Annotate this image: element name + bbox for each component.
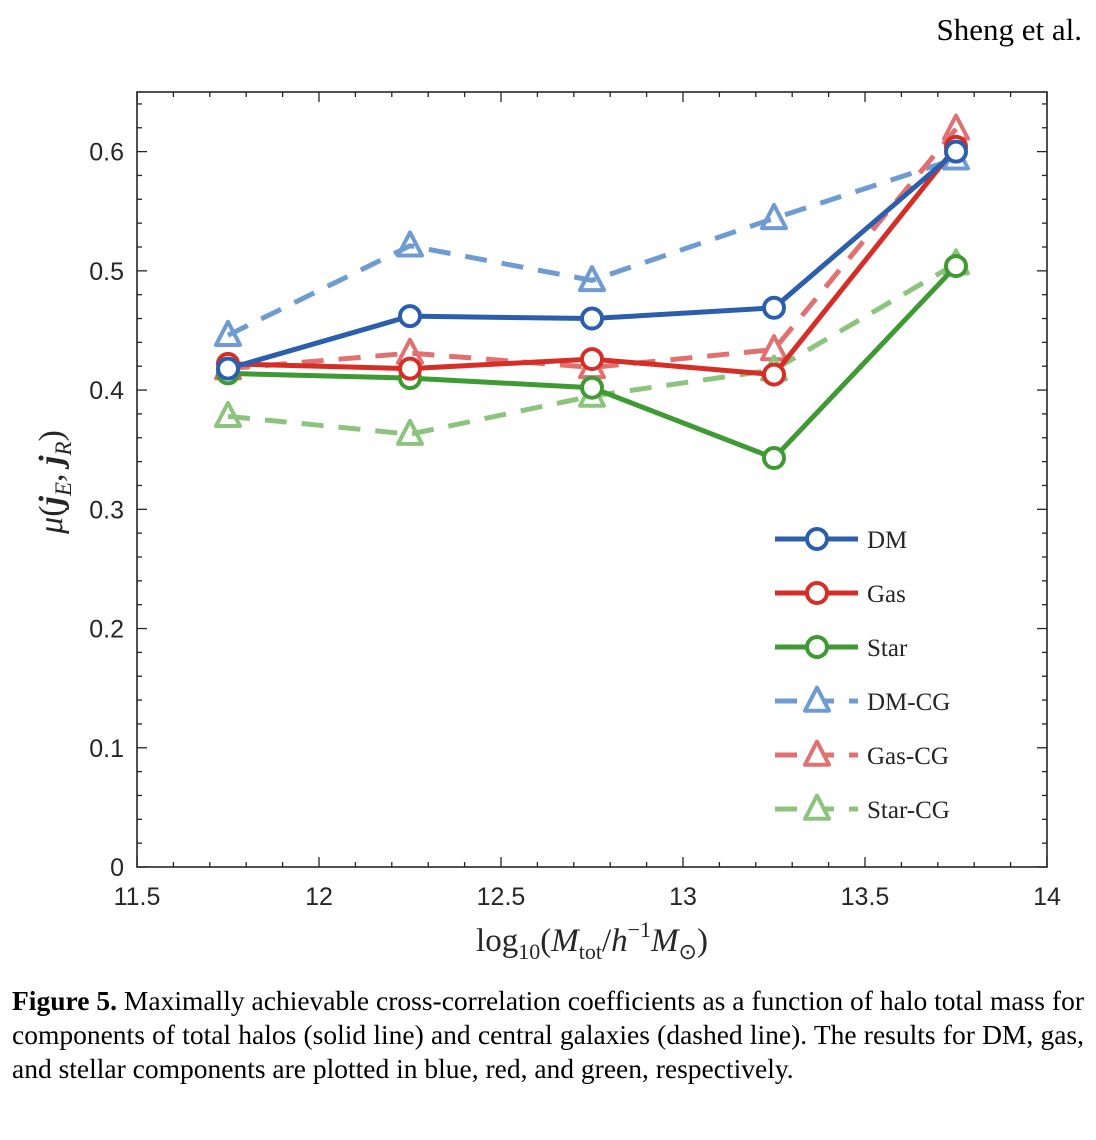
x-axis-label: log10(Mtot/h−1M⊙) [476,917,708,964]
series-dm-cg [214,143,970,347]
legend-label: Star [867,635,908,662]
data-point [762,295,786,320]
y-tick-label: 0.2 [89,616,124,644]
data-point [762,362,786,387]
series-dm [216,139,968,381]
y-tick-labels: 0 0.1 0.2 0.3 0.4 0.5 0.6 [89,139,124,882]
legend-label: Gas-CG [867,743,949,770]
legend-marker [805,635,829,659]
y-tick-label: 0.4 [89,377,124,405]
legend-marker [805,527,829,551]
y-tick-label: 0.5 [89,258,124,286]
x-tick-label: 14 [1033,883,1061,911]
legend-label: DM-CG [867,689,950,716]
y-tick-label: 0.1 [89,735,124,763]
axes-box [136,91,1048,868]
legend-entry-star-cg: Star-CG [775,793,950,824]
x-tick-labels: 11.5 12 12.5 13 13.5 14 [114,883,1061,911]
series-line-dm-cg [226,156,957,338]
data-point [398,356,422,381]
data-point [214,319,242,347]
legend-marker [805,581,829,605]
data-point [214,400,242,429]
x-tick-label: 11.5 [114,883,161,911]
y-tick-label: 0.6 [89,139,124,167]
legend: DM Gas Star DM-CG Gas-CG Star-CG [775,527,950,824]
data-point [580,375,604,400]
x-tick-label: 12 [305,883,333,911]
caption-text: Maximally achievable cross-correlation c… [12,985,1084,1084]
series-line-dm [227,149,958,372]
legend-label: Star-CG [867,797,950,824]
running-head: Sheng et al. [936,12,1083,47]
series-gas [216,134,968,387]
data-point [944,254,968,279]
y-axis-label: μ(jE, jR) [33,430,76,535]
x-tick-label: 12.5 [477,883,526,911]
data-point [578,264,606,293]
x-tick-label: 13.5 [841,883,890,911]
legend-marker [803,739,831,767]
caption-label: Figure 5. [12,985,117,1016]
y-tick-label: 0 [110,854,124,882]
legend-entry-dm: DM [775,527,907,554]
legend-marker [803,685,831,713]
legend-entry-dm-cg: DM-CG [775,685,950,716]
axis-ticks [136,92,1048,868]
data-point [216,356,240,381]
series-line-gas [227,145,958,378]
figure-caption: Figure 5. Maximally achievable cross-cor… [12,984,1084,1086]
y-tick-label: 0.3 [89,496,124,524]
legend-label: Gas [867,581,906,608]
data-point [580,347,604,372]
data-point [398,304,422,329]
series-line-gas-cg [227,127,958,372]
legend-entry-gas-cg: Gas-CG [775,739,949,770]
data-point [580,306,604,331]
data-point [944,139,968,164]
legend-marker [803,793,831,821]
legend-entry-star: Star [775,635,908,662]
data-point [396,418,424,446]
legend-entry-gas: Gas [775,581,906,608]
series-layer [214,113,970,471]
legend-label: DM [867,527,907,554]
series-line-star-cg [227,261,958,437]
figure-chart: 11.5 12 12.5 13 13.5 14 0 0.1 0.2 0.3 0.4 0.5 0.6 D… [33,91,1061,964]
data-point [760,202,788,231]
data-point [762,446,786,471]
x-tick-label: 13 [669,883,697,911]
data-point [396,230,424,258]
